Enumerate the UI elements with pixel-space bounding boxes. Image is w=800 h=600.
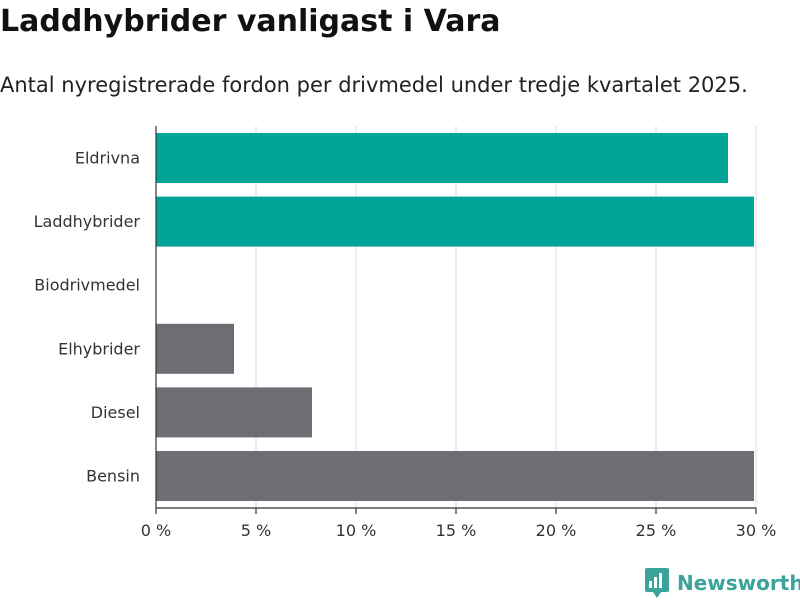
category-label: Laddhybrider [34, 212, 141, 231]
bar-bensin [156, 451, 754, 501]
x-tick-label: 20 % [536, 521, 577, 540]
x-tick-label: 15 % [436, 521, 477, 540]
chart-subtitle: Antal nyregistrerade fordon per drivmede… [0, 73, 748, 97]
brand-logo: Newsworthy [645, 568, 800, 598]
category-label: Eldrivna [75, 149, 140, 168]
category-label: Biodrivmedel [34, 276, 140, 295]
grid-lines [255, 126, 757, 508]
newsworthy-logo-icon [645, 568, 669, 598]
bar-elhybrider [156, 323, 234, 374]
x-tick-label: 30 % [736, 521, 777, 540]
x-tick-label: 25 % [636, 521, 677, 540]
brand-name: Newsworthy [677, 571, 800, 595]
bar-laddhybrider [156, 196, 754, 247]
x-tick-label: 10 % [336, 521, 377, 540]
category-label: Diesel [91, 403, 140, 422]
bars [156, 133, 754, 501]
x-axis: 0 % 5 % 10 % 15 % 20 % 25 % 30 % [141, 126, 777, 540]
bar-eldrivna [156, 133, 728, 183]
category-label: Elhybrider [58, 339, 140, 358]
category-label: Bensin [86, 467, 140, 486]
category-labels: Eldrivna Laddhybrider Biodrivmedel Elhybrid… [34, 149, 141, 486]
bar-diesel [156, 387, 312, 438]
x-tick-label: 5 % [241, 521, 271, 540]
x-tick-label: 0 % [141, 521, 171, 540]
chart-title: Laddhybrider vanligast i Vara [0, 4, 501, 39]
